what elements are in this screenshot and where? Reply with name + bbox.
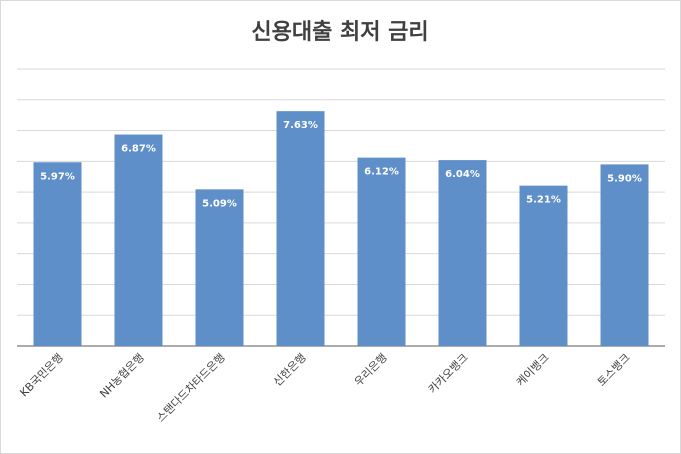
value-label: 6.04% bbox=[445, 169, 480, 180]
value-label: 5.21% bbox=[526, 195, 561, 206]
value-label: 7.63% bbox=[283, 120, 318, 131]
bar bbox=[438, 160, 487, 346]
chart-title: 신용대출 최저 금리 bbox=[251, 20, 428, 45]
bar bbox=[357, 157, 406, 346]
bar bbox=[33, 162, 82, 346]
bar bbox=[195, 189, 244, 346]
value-label: 6.12% bbox=[364, 167, 399, 178]
bar bbox=[600, 164, 649, 346]
bar bbox=[519, 185, 568, 346]
value-label: 6.87% bbox=[121, 144, 156, 155]
value-label: 5.09% bbox=[202, 198, 237, 209]
value-label: 5.97% bbox=[40, 171, 75, 182]
bar bbox=[114, 134, 163, 346]
value-label: 5.90% bbox=[607, 173, 642, 184]
bar bbox=[276, 111, 325, 346]
